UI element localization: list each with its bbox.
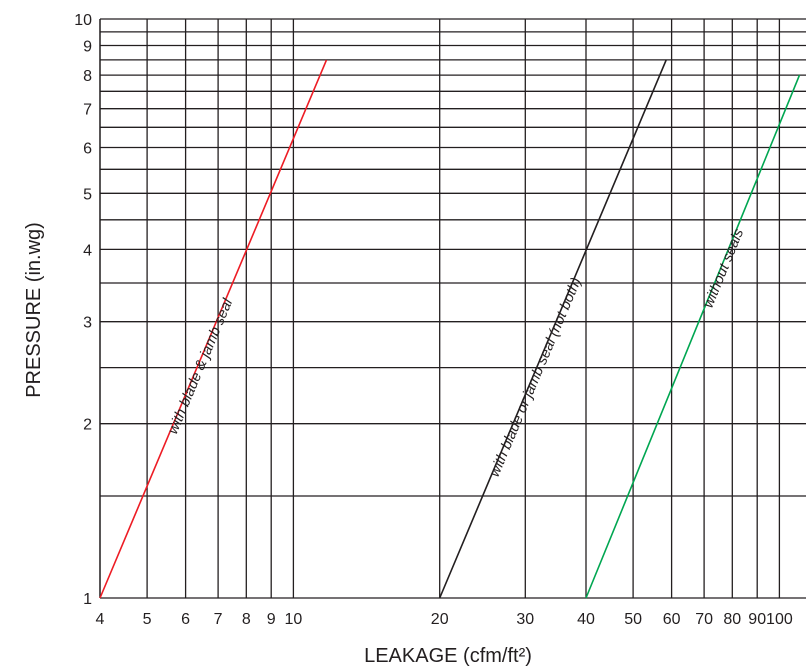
x-tick-label: 20 bbox=[431, 611, 449, 628]
x-tick-label: 10 bbox=[285, 611, 303, 628]
grid-lines bbox=[99, 18, 806, 599]
x-tick-label: 90 bbox=[748, 611, 766, 628]
y-tick-label: 9 bbox=[83, 39, 92, 56]
x-tick-label: 7 bbox=[214, 611, 223, 628]
x-tick-label: 5 bbox=[143, 611, 152, 628]
series-line bbox=[585, 74, 801, 599]
y-tick-label: 8 bbox=[83, 68, 92, 85]
x-tick-label: 100 bbox=[766, 611, 793, 628]
x-tick-label: 60 bbox=[663, 611, 681, 628]
y-tick-label: 4 bbox=[83, 242, 92, 259]
y-tick-label: 7 bbox=[83, 102, 92, 119]
x-tick-label: 4 bbox=[96, 611, 105, 628]
x-tick-label: 9 bbox=[267, 611, 276, 628]
series-line bbox=[99, 59, 328, 599]
x-tick-label: 70 bbox=[695, 611, 713, 628]
x-tick-label: 80 bbox=[723, 611, 741, 628]
y-axis-title: PRESSURE (in.wg) bbox=[23, 222, 45, 398]
y-tick-label: 2 bbox=[83, 417, 92, 434]
y-tick-label: 10 bbox=[74, 12, 92, 29]
series-label: without seals bbox=[701, 227, 748, 311]
y-tick-label: 1 bbox=[83, 591, 92, 608]
y-tick-label: 3 bbox=[83, 315, 92, 332]
x-tick-label: 30 bbox=[516, 611, 534, 628]
series-lines bbox=[99, 59, 801, 599]
x-tick-label: 6 bbox=[181, 611, 190, 628]
series-labels: with blade & jamb seal with blade or jamb… bbox=[165, 227, 747, 480]
series-label: with blade & jamb seal bbox=[165, 296, 236, 437]
x-axis-title: LEAKAGE (cfm/ft²) bbox=[364, 645, 532, 667]
series-line bbox=[438, 59, 667, 599]
x-tick-label: 50 bbox=[624, 611, 642, 628]
y-tick-label: 5 bbox=[83, 186, 92, 203]
x-tick-label: 8 bbox=[242, 611, 251, 628]
x-tick-label: 40 bbox=[577, 611, 595, 628]
y-tick-label: 6 bbox=[83, 141, 92, 158]
series-label: with blade or jamb seal (not both) bbox=[487, 275, 585, 479]
